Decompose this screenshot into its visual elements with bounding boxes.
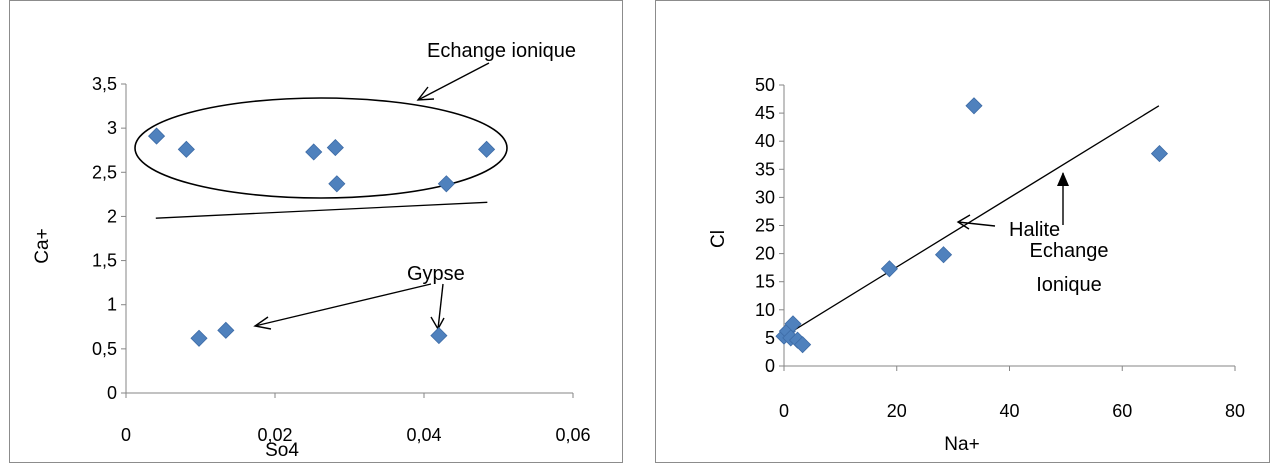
y-tick-label: 25 <box>755 216 775 236</box>
chart-panel-so4-ca: 0 0,02 0,04 0,06 0 0,5 1 1,5 2 2,5 3 3,5 Echange io… <box>9 0 623 463</box>
y-tick-label: 45 <box>755 103 775 123</box>
x-tick-label: 20 <box>887 401 907 421</box>
annotation-echange-line1: Echange <box>1030 240 1109 262</box>
x-tick-label: 40 <box>999 401 1019 421</box>
data-point <box>305 143 323 161</box>
trend-line <box>155 201 488 219</box>
data-point <box>326 139 344 157</box>
y-tick-label: 0,5 <box>92 339 117 359</box>
chart-so4-ca: 0 0,02 0,04 0,06 0 0,5 1 1,5 2 2,5 3 3,5 Echange io… <box>32 40 591 461</box>
data-point <box>328 175 346 193</box>
y-tick-label: 5 <box>765 328 775 348</box>
y-tick-label: 35 <box>755 159 775 179</box>
y-tick-label: 0 <box>765 356 775 376</box>
data-point <box>437 175 455 193</box>
data-point <box>965 97 983 115</box>
x-tick-label: 0 <box>121 425 131 445</box>
y-tick-label: 40 <box>755 131 775 151</box>
data-point <box>880 260 898 278</box>
annotation-halite: Halite <box>1009 219 1060 241</box>
x-tick-label: 60 <box>1112 401 1132 421</box>
y-tick-label: 15 <box>755 272 775 292</box>
y-tick-label: 50 <box>755 75 775 95</box>
y-axis-title: Ca+ <box>32 228 53 263</box>
y-tick-label: 1 <box>107 295 117 315</box>
data-point <box>217 321 235 339</box>
x-tick-label: 0,04 <box>406 425 441 445</box>
y-tick-label: 3 <box>107 118 117 138</box>
chart-na-cl: 0 20 40 60 80 0 5 10 15 20 25 30 35 40 45 50 Halite Ech… <box>708 75 1245 455</box>
data-point <box>177 140 195 158</box>
data-point <box>794 336 812 354</box>
annotation-echange-line2: Ionique <box>1036 274 1102 296</box>
trend-line <box>792 105 1160 332</box>
data-point <box>784 315 802 333</box>
data-point <box>1150 144 1169 163</box>
x-tick-label: 0,06 <box>555 425 590 445</box>
arrow-gypse-left <box>253 283 432 330</box>
y-tick-label: 3,5 <box>92 74 117 94</box>
y-tick-label: 30 <box>755 187 775 207</box>
arrow-echange <box>416 62 490 101</box>
x-tick-label: 0 <box>779 401 789 421</box>
y-tick-label: 10 <box>755 300 775 320</box>
x-tick-label: 80 <box>1225 401 1245 421</box>
y-tick-label: 2,5 <box>92 162 117 182</box>
arrow-echange-head <box>1057 172 1069 186</box>
x-axis-title: So4 <box>265 440 299 461</box>
arrow-halite <box>956 214 996 230</box>
data-point <box>934 246 953 264</box>
data-point <box>430 327 448 345</box>
annotation-gypse: Gypse <box>407 263 465 285</box>
y-tick-label: 2 <box>107 206 117 226</box>
data-point <box>190 329 208 347</box>
annotation-echange-ionique: Echange ionique <box>427 40 576 62</box>
echange-ionique-ellipse <box>134 97 508 199</box>
x-tick-label: 0,02 <box>257 425 292 445</box>
y-axis-title: Cl <box>708 230 729 248</box>
y-tick-label: 1,5 <box>92 251 117 271</box>
arrow-gypse-down <box>430 283 445 331</box>
data-point <box>147 127 166 145</box>
chart-panel-na-cl: 0 20 40 60 80 0 5 10 15 20 25 30 35 40 45 50 Halite Ech… <box>655 0 1270 463</box>
y-tick-label: 20 <box>755 244 775 264</box>
y-tick-label: 0 <box>107 383 117 403</box>
data-point <box>478 140 496 158</box>
x-axis-title: Na+ <box>944 434 979 455</box>
